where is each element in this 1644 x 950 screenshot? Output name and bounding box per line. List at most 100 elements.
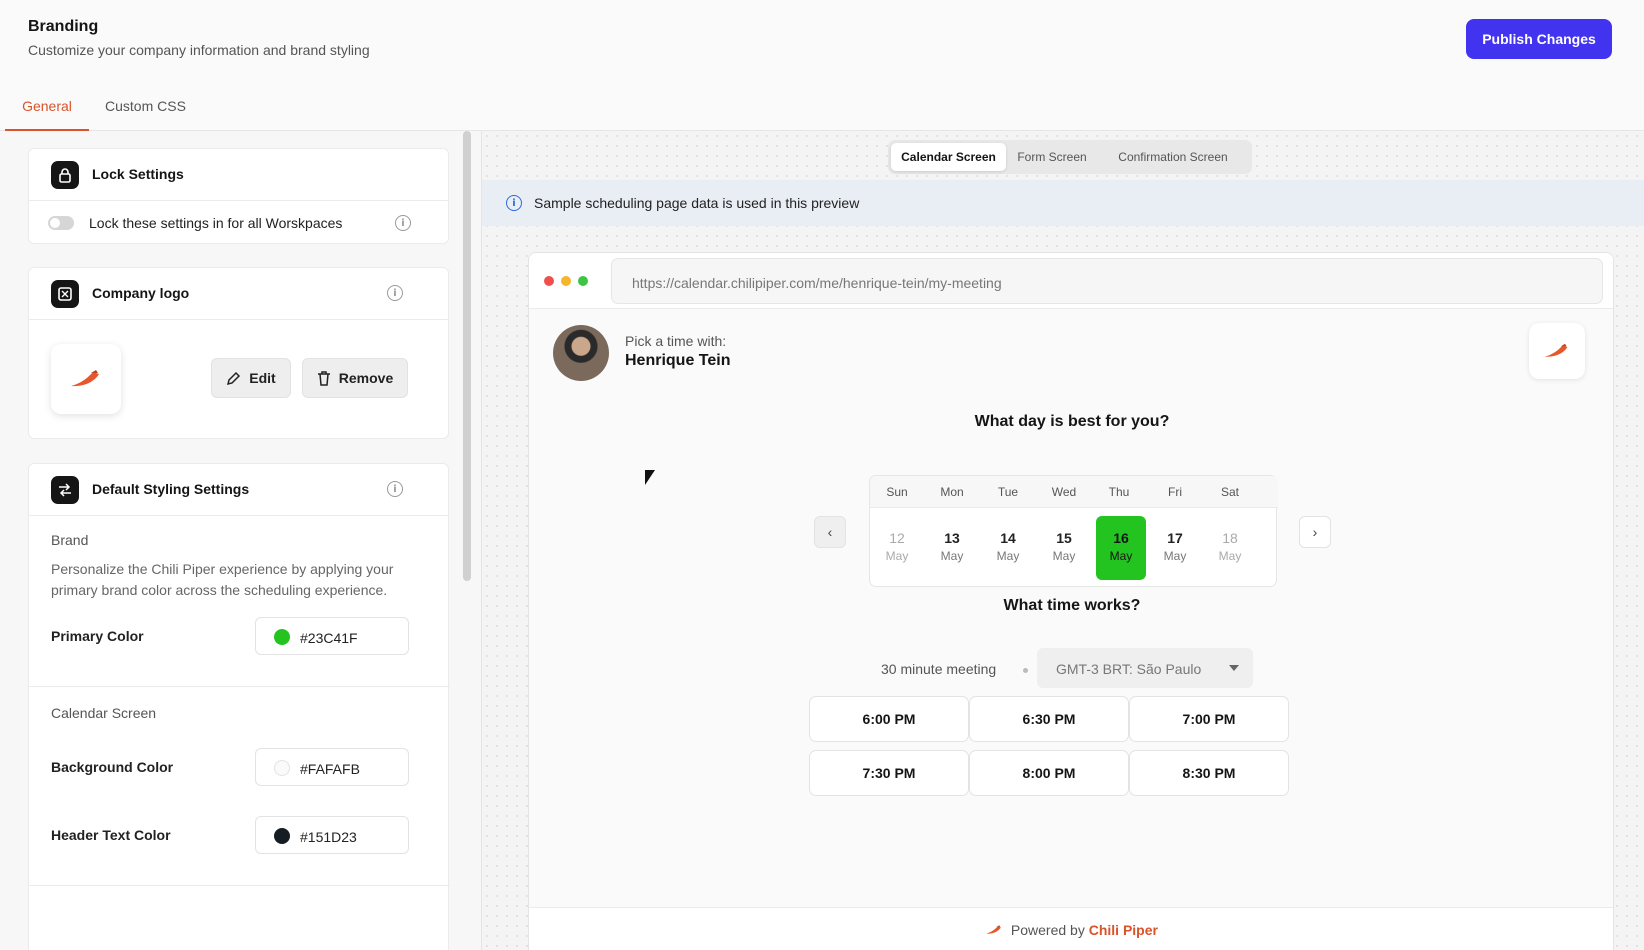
remove-logo-button[interactable]: Remove (302, 358, 408, 398)
lock-settings-title: Lock Settings (92, 166, 184, 182)
weekday-label: Wed (1051, 485, 1077, 499)
publish-changes-button[interactable]: Publish Changes (1466, 19, 1612, 59)
page-subtitle: Customize your company information and b… (28, 42, 370, 58)
chili-piper-link[interactable]: Chili Piper (1088, 922, 1158, 938)
lock-toggle-row: Lock these settings in for all Worskpace… (29, 201, 448, 245)
background-color-input[interactable]: #FAFAFB (255, 748, 409, 786)
powered-by: Powered by Chili Piper (985, 922, 1158, 938)
lock-settings-header: Lock Settings (29, 149, 448, 201)
url-bar[interactable]: https://calendar.chilipiper.com/me/henri… (611, 258, 1603, 304)
page-title: Branding (28, 18, 99, 35)
time-slot[interactable]: 7:30 PM (809, 750, 969, 796)
weekday-label: Tue (997, 485, 1019, 499)
separator-dot (1023, 668, 1028, 673)
sliders-icon (51, 476, 79, 504)
settings-scrollbar[interactable] (463, 131, 471, 581)
primary-color-value: #23C41F (300, 630, 358, 646)
window-minimize-dot (561, 276, 571, 286)
lock-settings-card: Lock Settings Lock these settings in for… (28, 148, 449, 244)
default-styling-header: Default Styling Settings i (29, 464, 448, 516)
timezone-select[interactable]: GMT-3 BRT: São Paulo (1037, 648, 1253, 688)
mouse-cursor (645, 470, 655, 485)
time-slot[interactable]: 6:00 PM (809, 696, 969, 742)
window-close-dot (544, 276, 554, 286)
default-styling-card: Default Styling Settings i Brand Persona… (28, 463, 450, 950)
edit-logo-button[interactable]: Edit (211, 358, 291, 398)
chevron-down-icon (1229, 665, 1239, 671)
settings-panel: Lock Settings Lock these settings in for… (0, 131, 482, 950)
preview-panel: Calendar Screen Form Screen Confirmation… (482, 131, 1644, 950)
weekday-label: Mon (940, 485, 964, 499)
time-slot[interactable]: 8:00 PM (969, 750, 1129, 796)
host-name: Henrique Tein (625, 352, 731, 369)
tab-confirmation-screen[interactable]: Confirmation Screen (1118, 150, 1228, 164)
company-logo-title: Company logo (92, 285, 190, 301)
preview-footer: Powered by Chili Piper (529, 907, 1613, 950)
time-slot[interactable]: 7:00 PM (1129, 696, 1289, 742)
browser-bar: https://calendar.chilipiper.com/me/henri… (529, 253, 1613, 309)
chili-logo-icon (71, 370, 99, 387)
weekday-header: Sun Mon Tue Wed Thu Fri Sat (870, 476, 1278, 508)
date-cell[interactable]: 13 May (940, 530, 964, 563)
divider (29, 885, 450, 886)
pick-time-label: Pick a time with: (625, 333, 727, 349)
weekday-label: Thu (1108, 485, 1130, 499)
lock-icon (51, 161, 79, 189)
time-slot[interactable]: 6:30 PM (969, 696, 1129, 742)
date-cell[interactable]: 14 May (996, 530, 1020, 563)
info-icon[interactable]: i (387, 285, 403, 301)
company-logo-preview (1529, 323, 1585, 379)
date-cell: 18 May (1218, 530, 1242, 563)
default-styling-title: Default Styling Settings (92, 481, 250, 497)
edit-label: Edit (249, 370, 276, 386)
time-slot[interactable]: 8:30 PM (1129, 750, 1289, 796)
powered-by-label: Powered by (1010, 922, 1085, 938)
browser-preview: https://calendar.chilipiper.com/me/henri… (528, 252, 1614, 950)
header-text-color-value: #151D23 (300, 829, 357, 845)
brand-section-label: Brand (51, 532, 89, 548)
background-color-value: #FAFAFB (300, 761, 360, 777)
background-color-label: Background Color (51, 759, 174, 775)
date-cell: 12 May (885, 530, 909, 563)
background-color-swatch[interactable] (274, 760, 290, 776)
company-logo-card: Company logo i Edit Remove (28, 267, 449, 439)
company-logo-preview (51, 344, 121, 414)
company-logo-header: Company logo i (29, 268, 448, 320)
time-question: What time works? (1003, 597, 1141, 614)
trash-icon (317, 370, 330, 386)
timezone-value: GMT-3 BRT: São Paulo (1056, 661, 1202, 677)
info-icon: i (506, 195, 522, 211)
preview-info-banner: i Sample scheduling page data is used in… (482, 180, 1644, 226)
chevron-right-icon[interactable]: › (1299, 516, 1331, 548)
divider (29, 686, 450, 687)
lock-settings-toggle[interactable] (48, 216, 74, 230)
image-icon (51, 280, 79, 308)
date-cell[interactable]: 17 May (1163, 530, 1187, 563)
tab-form-screen[interactable]: Form Screen (1017, 150, 1087, 164)
panel-divider (481, 131, 482, 950)
tab-custom-css[interactable]: Custom CSS (105, 98, 186, 114)
header-text-color-input[interactable]: #151D23 (255, 816, 409, 854)
date-cell-selected[interactable]: 16 May (1096, 516, 1146, 580)
tab-general[interactable]: General (5, 98, 89, 131)
primary-color-swatch[interactable] (274, 629, 290, 645)
info-icon[interactable]: i (395, 215, 411, 231)
header-text-color-swatch[interactable] (274, 828, 290, 844)
info-icon[interactable]: i (387, 481, 403, 497)
preview-screen-switcher: Calendar Screen Form Screen Confirmation… (888, 140, 1252, 174)
primary-color-label: Primary Color (51, 628, 144, 644)
pencil-icon (227, 371, 241, 385)
logo-body: Edit Remove (29, 320, 448, 438)
meeting-length: 30 minute meeting (881, 661, 997, 677)
avatar (553, 325, 609, 381)
banner-text: Sample scheduling page data is used in t… (534, 195, 860, 211)
day-question: What day is best for you? (974, 413, 1170, 430)
brand-description: Personalize the Chili Piper experience b… (51, 561, 394, 598)
date-cell[interactable]: 15 May (1052, 530, 1076, 563)
weekday-label: Sat (1220, 485, 1239, 499)
weekday-label: Sun (886, 485, 908, 499)
primary-color-input[interactable]: #23C41F (255, 617, 409, 655)
chevron-left-icon[interactable]: ‹ (814, 516, 846, 548)
tab-calendar-screen[interactable]: Calendar Screen (891, 143, 1006, 171)
header-text-color-label: Header Text Color (51, 827, 171, 843)
